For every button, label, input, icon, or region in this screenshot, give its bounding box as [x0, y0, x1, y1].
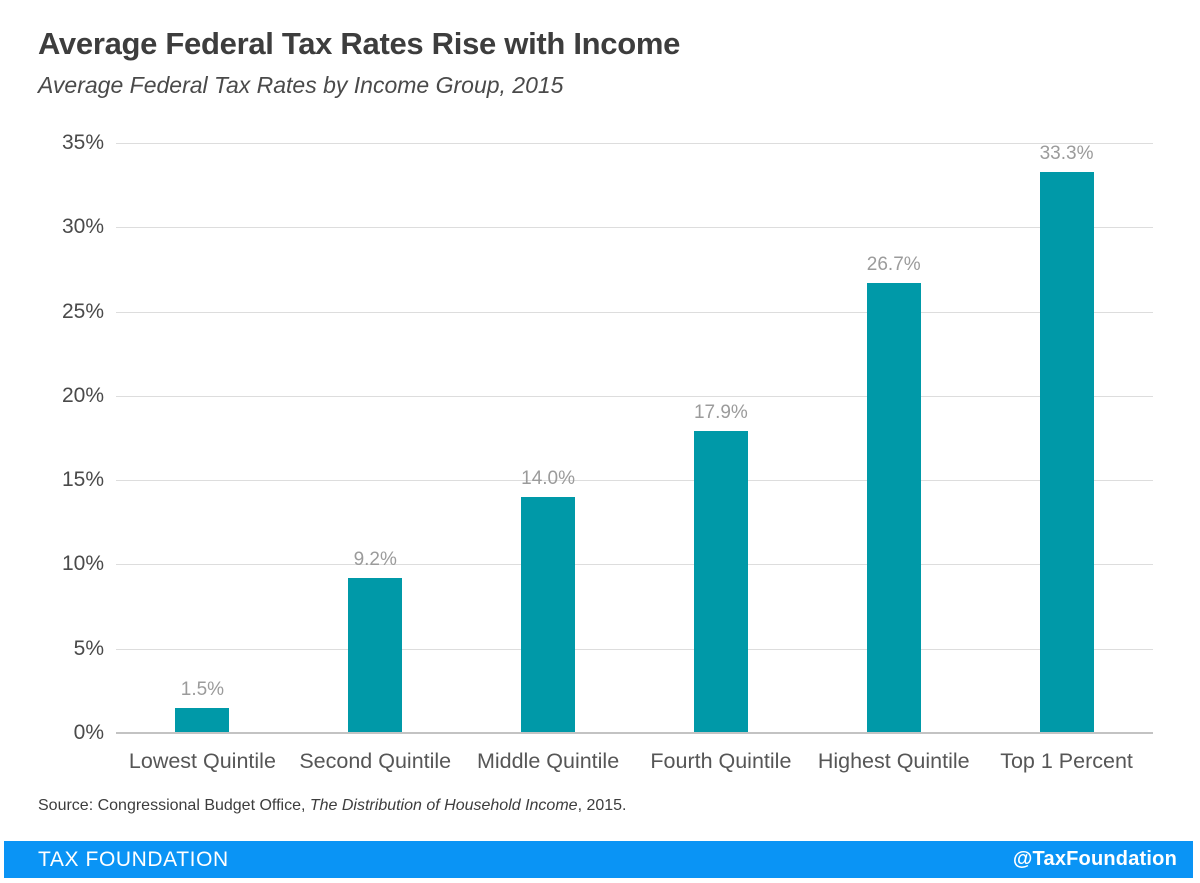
footer-twitter-handle[interactable]: @TaxFoundation — [1012, 848, 1177, 870]
y-axis: 0% 5% 10% 15% 20% 25% 30% 35% — [0, 132, 104, 744]
gridline-35pct — [116, 143, 1153, 144]
x-axis: Lowest Quintile Second Quintile Middle Qui… — [116, 749, 1153, 774]
footer-bar: TAX FOUNDATION @TaxFoundation — [4, 841, 1193, 878]
y-tick-label-30pct: 30% — [61, 215, 104, 239]
x-category-label: Fourth Quintile — [650, 749, 792, 773]
bar-slot: 17.9% — [634, 143, 807, 733]
y-tick-label-0pct: 0% — [73, 721, 104, 744]
gridline-15pct — [116, 480, 1153, 482]
y-tick-label-15pct: 15% — [61, 468, 104, 492]
bar-slot: 9.2% — [289, 143, 462, 733]
bar — [175, 707, 230, 733]
bars-row: 1.5% 9.2% 14.0% 17.9% 26.7% 33.3% — [116, 143, 1153, 733]
bar — [1039, 171, 1094, 733]
bar — [866, 282, 921, 733]
footer-brand: TAX FOUNDATION — [38, 847, 229, 871]
x-axis-baseline — [116, 732, 1153, 734]
gridline-30pct — [116, 227, 1153, 229]
chart-title: Average Federal Tax Rates Rise with Inco… — [38, 26, 681, 61]
y-tick-label-20pct: 20% — [61, 383, 104, 407]
bar-slot: 26.7% — [807, 143, 980, 733]
source-note: Source: Congressional Budget Office, The… — [38, 797, 627, 815]
bar-slot: 33.3% — [980, 143, 1153, 733]
bar — [521, 497, 576, 733]
source-publication: The Distribution of Household Income — [309, 797, 578, 814]
gridline-20pct — [116, 395, 1153, 397]
y-tick-label-25pct: 25% — [61, 299, 104, 323]
y-tick-label-5pct: 5% — [73, 636, 104, 660]
gridline-10pct — [116, 564, 1153, 566]
source-suffix: , 2015. — [577, 797, 627, 814]
bar-value-label: 1.5% — [180, 678, 225, 700]
gridline-25pct — [116, 311, 1153, 313]
plot-area: 1.5% 9.2% 14.0% 17.9% 26.7% 33.3% — [116, 143, 1153, 734]
x-category-label: Highest Quintile — [817, 749, 970, 773]
x-category-label: Second Quintile — [299, 749, 452, 773]
chart-subtitle: Average Federal Tax Rates by Income Grou… — [38, 72, 564, 98]
bar-slot: 14.0% — [462, 143, 635, 733]
bar-value-label: 9.2% — [353, 548, 397, 570]
x-category-label: Top 1 Percent — [1000, 749, 1133, 773]
gridline-5pct — [116, 648, 1153, 650]
bar-slot: 1.5% — [116, 143, 289, 733]
y-tick-label-10pct: 10% — [61, 552, 104, 576]
source-prefix: Source: Congressional Budget Office, — [38, 797, 310, 814]
x-category-label: Lowest Quintile — [128, 749, 276, 773]
y-tick-label-35pct: 35% — [61, 131, 104, 154]
bar-value-label: 33.3% — [1039, 142, 1094, 164]
bar-value-label: 26.7% — [866, 253, 921, 275]
bar-value-label: 17.9% — [693, 402, 748, 424]
bar-value-label: 14.0% — [521, 468, 575, 489]
bar — [348, 577, 403, 733]
x-category-label: Middle Quintile — [476, 749, 620, 773]
bar — [693, 431, 748, 733]
